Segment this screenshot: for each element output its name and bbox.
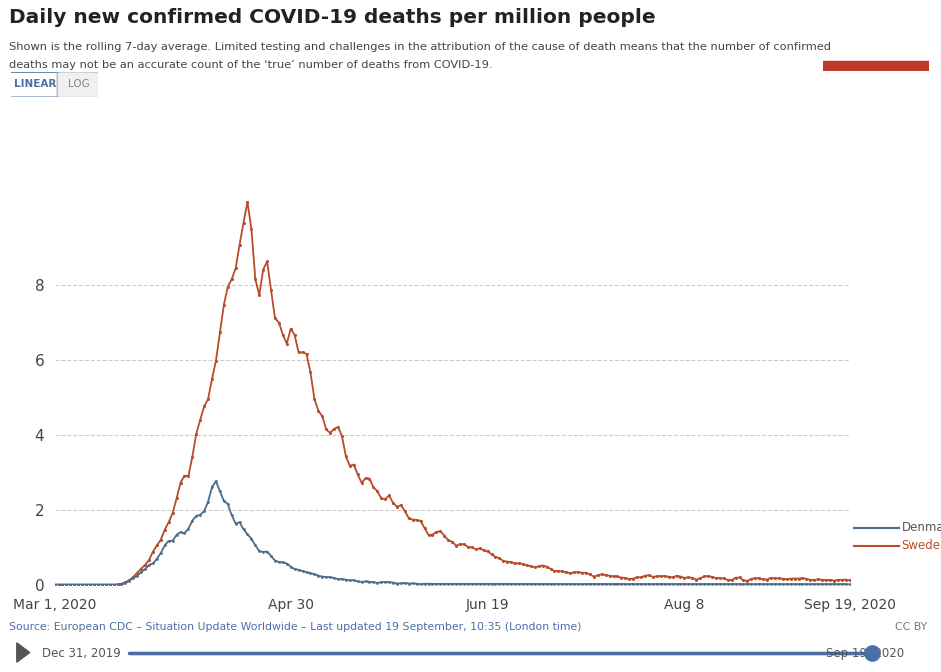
FancyBboxPatch shape [7,72,63,97]
Text: deaths may not be an accurate count of the ‘true’ number of deaths from COVID-19: deaths may not be an accurate count of t… [9,60,493,71]
Text: CC BY: CC BY [895,622,927,632]
Text: Our World
in Data: Our World in Data [842,19,910,50]
Text: Sweden: Sweden [901,539,941,552]
Text: LINEAR: LINEAR [14,79,56,89]
Text: LOG: LOG [68,79,89,89]
Text: Shown is the rolling 7-day average. Limited testing and challenges in the attrib: Shown is the rolling 7-day average. Limi… [9,42,832,52]
Text: Daily new confirmed COVID-19 deaths per million people: Daily new confirmed COVID-19 deaths per … [9,8,656,27]
Text: Sep 19, 2020: Sep 19, 2020 [826,646,904,660]
Polygon shape [17,643,30,662]
FancyBboxPatch shape [57,72,101,97]
Text: Denmark: Denmark [901,521,941,534]
Text: Source: European CDC – Situation Update Worldwide – Last updated 19 September, 1: Source: European CDC – Situation Update … [9,622,582,632]
Text: Dec 31, 2019: Dec 31, 2019 [41,646,120,660]
Bar [823,61,929,71]
